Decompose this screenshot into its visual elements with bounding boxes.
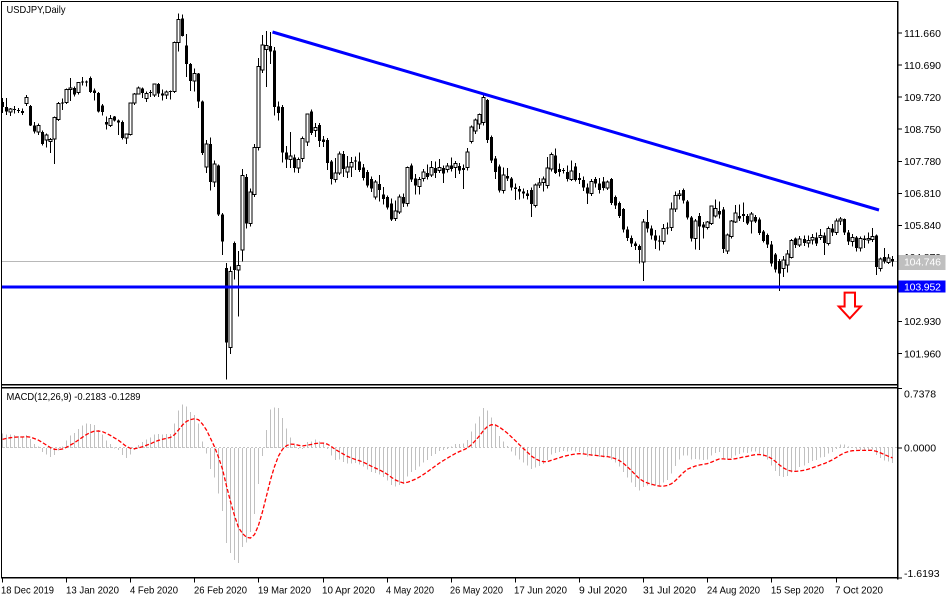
svg-text:13 Jan 2020: 13 Jan 2020 xyxy=(66,585,119,597)
svg-text:18 Dec 2019: 18 Dec 2019 xyxy=(1,585,54,597)
svg-text:26 Feb 2020: 26 Feb 2020 xyxy=(194,585,247,597)
svg-text:24 Aug 2020: 24 Aug 2020 xyxy=(707,585,760,597)
svg-text:15 Sep 2020: 15 Sep 2020 xyxy=(771,585,824,597)
svg-text:0.7378: 0.7378 xyxy=(904,388,936,400)
svg-text:9 Jul 2020: 9 Jul 2020 xyxy=(579,585,627,597)
svg-text:4 Feb 2020: 4 Feb 2020 xyxy=(130,585,178,597)
svg-text:31 Jul 2020: 31 Jul 2020 xyxy=(643,585,696,597)
svg-text:MACD(12,26,9) -0.2183 -0.1289: MACD(12,26,9) -0.2183 -0.1289 xyxy=(7,391,141,403)
svg-text:107.780: 107.780 xyxy=(904,156,941,168)
svg-text:17 Jun 2020: 17 Jun 2020 xyxy=(514,585,567,597)
svg-text:104.746: 104.746 xyxy=(904,257,941,269)
svg-text:105.840: 105.840 xyxy=(904,220,941,232)
svg-text:10 Apr 2020: 10 Apr 2020 xyxy=(322,585,375,597)
svg-text:102.930: 102.930 xyxy=(904,316,941,328)
svg-text:4 May 2020: 4 May 2020 xyxy=(386,585,434,597)
svg-text:26 May 2020: 26 May 2020 xyxy=(450,585,503,597)
svg-text:103.952: 103.952 xyxy=(904,282,941,294)
svg-text:7 Oct 2020: 7 Oct 2020 xyxy=(835,585,883,597)
svg-text:108.750: 108.750 xyxy=(904,124,941,136)
svg-text:-1.6193: -1.6193 xyxy=(904,568,940,580)
svg-text:106.810: 106.810 xyxy=(904,188,941,200)
svg-text:101.960: 101.960 xyxy=(904,348,941,360)
svg-text:109.720: 109.720 xyxy=(904,92,941,104)
svg-text:19 Mar 2020: 19 Mar 2020 xyxy=(258,585,311,597)
svg-text:USDJPY,Daily: USDJPY,Daily xyxy=(7,4,67,16)
svg-text:110.690: 110.690 xyxy=(904,60,941,72)
svg-text:0.0000: 0.0000 xyxy=(904,442,936,454)
svg-text:111.660: 111.660 xyxy=(904,28,941,40)
